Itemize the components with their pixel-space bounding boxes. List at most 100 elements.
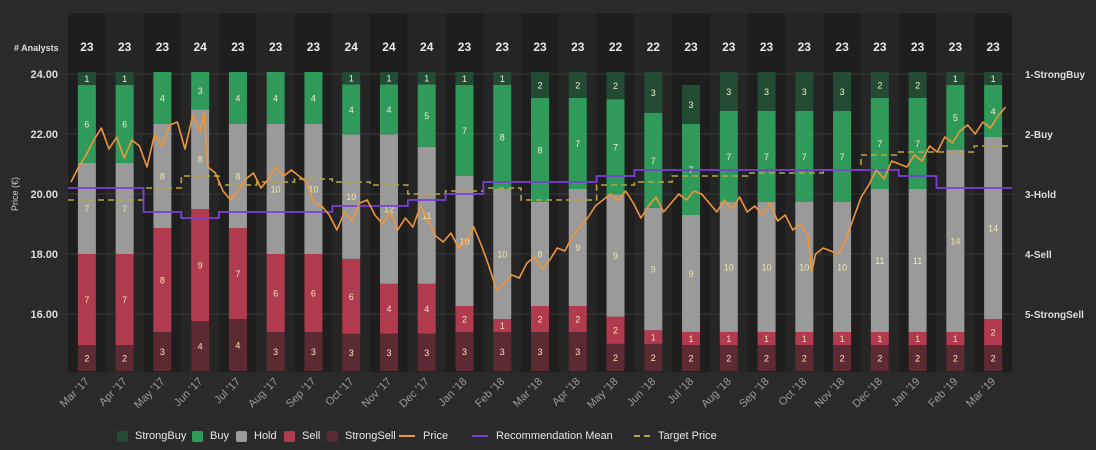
bar-segment-hold bbox=[77, 163, 96, 254]
price-axis-tick: 24.00 bbox=[30, 69, 58, 81]
bar-segment-sell bbox=[417, 283, 436, 334]
bar-segment-sell bbox=[682, 332, 701, 345]
bar-value-label: 10 bbox=[271, 185, 281, 195]
bar-segment-buy bbox=[946, 85, 965, 150]
chart-legend: StrongBuy Buy Hold Sell StrongSell Price… bbox=[0, 426, 1096, 446]
bar-value-label: 2 bbox=[575, 315, 580, 325]
bar-segment-strongsell bbox=[115, 345, 134, 371]
bar-value-label: 10 bbox=[497, 250, 507, 260]
bar-segment-strongsell bbox=[719, 345, 738, 371]
bar-value-label: 7 bbox=[764, 152, 769, 162]
bar-segment-hold bbox=[304, 124, 323, 254]
legend-target-price[interactable]: Target Price bbox=[634, 426, 717, 446]
bar-value-label: 4 bbox=[160, 94, 165, 104]
analyst-count: 23 bbox=[986, 40, 1000, 54]
bar-segment-sell bbox=[908, 332, 927, 345]
bar-value-label: 1 bbox=[500, 74, 505, 84]
legend-label-sell: Sell bbox=[302, 430, 321, 442]
x-axis-tick: May '17 bbox=[132, 376, 167, 411]
legend-strongbuy[interactable]: StrongBuy bbox=[117, 426, 186, 446]
analyst-count: 23 bbox=[80, 40, 94, 54]
bar-value-label: 2 bbox=[877, 81, 882, 91]
x-axis-tick: Feb '19 bbox=[926, 376, 960, 410]
chart-plot: 2776127761388449834784361043610436104134… bbox=[10, 13, 1085, 411]
x-axis-tick: Jan '19 bbox=[889, 376, 922, 409]
legend-recommendation-mean[interactable]: Recommendation Mean bbox=[472, 426, 613, 446]
bar-value-label: 3 bbox=[462, 347, 467, 357]
analyst-count: 23 bbox=[118, 40, 132, 54]
legend-strongsell[interactable]: StrongSell bbox=[327, 426, 396, 446]
analyst-count: 23 bbox=[911, 40, 925, 54]
x-axis-tick: Sep '18 bbox=[737, 376, 772, 411]
bar-value-label: 9 bbox=[651, 265, 656, 275]
bar-value-label: 8 bbox=[160, 276, 165, 286]
legend-label-strongsell: StrongSell bbox=[345, 430, 396, 442]
analyst-count: 23 bbox=[458, 40, 472, 54]
bar-value-label: 14 bbox=[950, 237, 960, 247]
bar-segment-sell bbox=[795, 332, 814, 345]
bar-value-label: 14 bbox=[988, 224, 998, 234]
legend-swatch-sell bbox=[284, 430, 295, 442]
bar-value-label: 2 bbox=[537, 315, 542, 325]
bar-value-label: 2 bbox=[953, 354, 958, 364]
x-axis-tick: Nov '18 bbox=[813, 376, 848, 411]
analyst-count: 24 bbox=[420, 40, 434, 54]
price-axis-tick: 16.00 bbox=[30, 309, 58, 321]
bar-segment-hold bbox=[266, 124, 285, 254]
bar-segment-strongsell bbox=[417, 333, 436, 371]
legend-label-buy: Buy bbox=[210, 430, 229, 442]
bar-segment-strongbuy bbox=[455, 72, 474, 85]
recommendation-axis-tick: 3-Hold bbox=[1025, 190, 1056, 201]
bar-segment-buy bbox=[379, 84, 398, 135]
recommendation-axis-tick: 4-Sell bbox=[1025, 250, 1052, 261]
bar-value-label: 7 bbox=[235, 269, 240, 279]
bar-segment-sell bbox=[833, 332, 852, 345]
analyst-count: 23 bbox=[156, 40, 170, 54]
legend-hold[interactable]: Hold bbox=[236, 426, 277, 446]
bar-segment-strongbuy bbox=[833, 72, 852, 111]
bar-segment-sell bbox=[531, 306, 549, 332]
bar-segment-strongsell bbox=[531, 332, 549, 371]
bar-segment-strongsell bbox=[379, 333, 398, 371]
legend-buy[interactable]: Buy bbox=[192, 426, 229, 446]
bar-segment-sell bbox=[984, 319, 1003, 345]
bar-segment-hold bbox=[191, 109, 210, 210]
bar-value-label: 3 bbox=[311, 347, 316, 357]
analyst-count: 23 bbox=[496, 40, 510, 54]
analyst-count: 23 bbox=[835, 40, 849, 54]
bar-segment-hold bbox=[795, 202, 814, 332]
bar-value-label: 6 bbox=[84, 120, 89, 130]
bar-segment-strongbuy bbox=[568, 72, 587, 98]
bar-value-label: 4 bbox=[273, 94, 278, 104]
bar-value-label: 10 bbox=[346, 192, 356, 202]
bar-value-label: 12 bbox=[384, 205, 394, 215]
bar-value-label: 2 bbox=[991, 354, 996, 364]
bar-value-label: 2 bbox=[689, 354, 694, 364]
bar-value-label: 2 bbox=[726, 354, 731, 364]
bar-segment-buy bbox=[870, 98, 889, 189]
bar-value-label: 1 bbox=[349, 74, 354, 84]
bar-segment-buy bbox=[342, 84, 361, 135]
bar-value-label: 9 bbox=[575, 243, 580, 253]
bar-value-label: 10 bbox=[459, 237, 469, 247]
analyst-count: 24 bbox=[382, 40, 396, 54]
x-axis-tick: Jun '17 bbox=[172, 376, 205, 409]
x-axis-tick: Feb '18 bbox=[473, 376, 507, 410]
bar-segment-strongsell bbox=[191, 321, 210, 371]
x-axis-tick: Apr '18 bbox=[550, 376, 583, 409]
bar-segment-hold bbox=[682, 215, 701, 332]
bar-segment-strongsell bbox=[342, 333, 361, 371]
bar-value-label: 2 bbox=[537, 81, 542, 91]
bar-value-label: 4 bbox=[991, 107, 996, 117]
analyst-count: 23 bbox=[571, 40, 585, 54]
legend-price[interactable]: Price bbox=[399, 426, 448, 446]
bar-segment-buy bbox=[908, 98, 927, 189]
bar-segment-strongsell bbox=[153, 332, 172, 371]
bar-segment-hold bbox=[644, 207, 663, 331]
bar-value-label: 7 bbox=[802, 152, 807, 162]
price-axis-tick: 18.00 bbox=[30, 249, 58, 261]
legend-sell[interactable]: Sell bbox=[284, 426, 320, 446]
bar-value-label: 2 bbox=[915, 354, 920, 364]
bar-segment-strongsell bbox=[77, 345, 96, 371]
bar-value-label: 3 bbox=[273, 347, 278, 357]
